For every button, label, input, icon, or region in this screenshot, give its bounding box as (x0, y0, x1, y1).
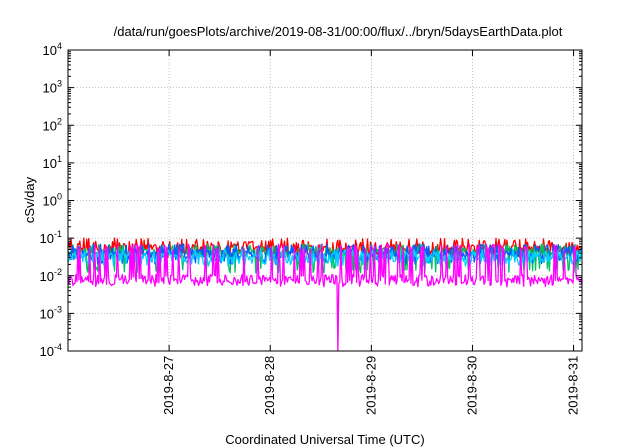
y-tick-label: 102 (43, 116, 62, 133)
x-tick-label: 2019-8-31 (566, 356, 581, 415)
y-ticks: 104 103 102 101 100 10-1 10-2 10-3 10-4 (40, 41, 582, 359)
series-line-5 (67, 243, 583, 352)
y-tick-label: 10-4 (40, 342, 62, 359)
series-line-1 (67, 237, 583, 259)
y-axis-label: cSv/day (22, 176, 37, 223)
x-tick-label: 2019-8-30 (464, 356, 479, 415)
x-ticks: 2019-8-27 2019-8-28 2019-8-29 2019-8-30 2019… (161, 50, 581, 415)
y-tick-label: 10-1 (40, 229, 62, 246)
y-tick-label: 100 (43, 192, 62, 209)
plot-frame (67, 49, 583, 352)
x-tick-label: 2019-8-29 (363, 356, 378, 415)
chart-title: /data/run/goesPlots/archive/2019-08-31/0… (114, 24, 563, 39)
grid (68, 50, 582, 351)
x-axis-label: Coordinated Universal Time (UTC) (225, 432, 424, 447)
y-tick-label: 104 (43, 41, 62, 58)
y-tick-label: 103 (43, 79, 62, 96)
y-tick-label: 101 (43, 154, 62, 171)
x-tick-label: 2019-8-28 (262, 356, 277, 415)
series-layer (67, 237, 583, 352)
y-tick-label: 10-2 (40, 267, 62, 284)
series-line-4 (67, 248, 583, 267)
x-tick-label: 2019-8-27 (161, 356, 176, 415)
y-tick-label: 10-3 (40, 304, 62, 321)
